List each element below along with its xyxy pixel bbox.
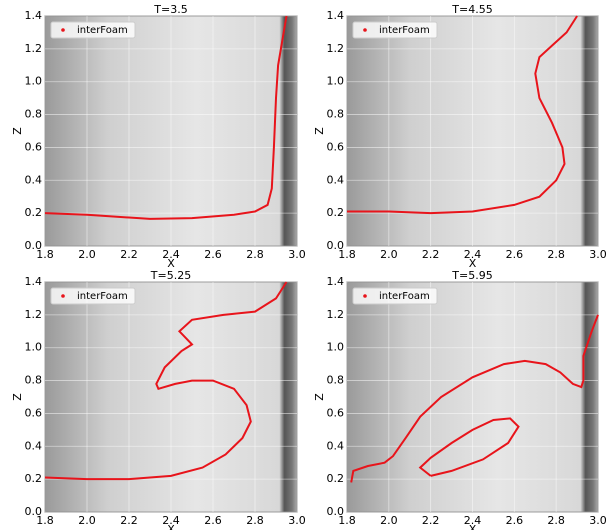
legend-box xyxy=(50,21,136,39)
legend-marker xyxy=(363,28,367,32)
y-tick-label: 0.6 xyxy=(327,406,345,419)
y-tick-label: 0.4 xyxy=(25,439,43,452)
y-axis-label: Z xyxy=(11,393,24,401)
subplot: 1.8 2.0 2.2 2.4 2.6 2.8 3.0 0.0 0.2 0.4 0.6 0.8 1.0 1… xyxy=(313,3,606,270)
x-axis-label: X xyxy=(167,257,175,270)
legend-marker xyxy=(61,28,65,32)
y-tick-label: 1.0 xyxy=(25,75,43,88)
legend-marker xyxy=(61,294,65,298)
y-tick-label: 1.0 xyxy=(25,341,43,354)
x-tick-label: 2.4 xyxy=(464,248,482,261)
x-tick-label: 2.6 xyxy=(204,248,222,261)
y-tick-label: 0.0 xyxy=(327,505,345,518)
y-tick-label: 1.4 xyxy=(327,275,345,288)
x-axis-label: X xyxy=(469,523,477,530)
y-tick-label: 0.6 xyxy=(25,406,43,419)
y-axis-label: Z xyxy=(313,393,326,401)
y-tick-label: 0.8 xyxy=(327,108,345,121)
interface-line xyxy=(350,314,599,483)
x-tick-label: 1.8 xyxy=(36,248,54,261)
y-tick-label: 0.0 xyxy=(327,239,345,252)
x-tick-label: 2.8 xyxy=(547,248,565,261)
x-axis-label: X xyxy=(167,523,175,530)
subplot: 1.8 2.0 2.2 2.4 2.6 2.8 3.0 0.0 0.2 0.4 0.6 0.8 1.0 1… xyxy=(11,3,306,270)
x-tick-label: 2.8 xyxy=(246,248,264,261)
legend-label: interFoam xyxy=(379,25,430,36)
y-axis-label: Z xyxy=(313,127,326,135)
x-tick-label: 2.8 xyxy=(547,514,565,527)
x-tick-label: 2.4 xyxy=(464,514,482,527)
legend-marker xyxy=(363,294,367,298)
legend-label: interFoam xyxy=(77,291,128,302)
y-tick-label: 1.4 xyxy=(25,9,43,22)
y-tick-label: 1.2 xyxy=(25,308,43,321)
y-tick-label: 1.0 xyxy=(327,341,345,354)
x-tick-label: 2.4 xyxy=(162,514,180,527)
subplot-title: T=5.25 xyxy=(150,269,191,282)
x-tick-label: 2.2 xyxy=(120,514,138,527)
x-tick-label: 2.6 xyxy=(506,248,524,261)
x-tick-label: 2.0 xyxy=(380,248,398,261)
y-tick-label: 1.4 xyxy=(25,275,43,288)
x-tick-label: 2.0 xyxy=(78,514,96,527)
legend-label: interFoam xyxy=(77,25,128,36)
legend-box xyxy=(352,21,438,39)
x-axis-label: X xyxy=(469,257,477,270)
x-tick-label: 3.0 xyxy=(288,514,306,527)
subplot: 1.8 2.0 2.2 2.4 2.6 2.8 3.0 0.0 0.2 0.4 0.6 0.8 1.0 1… xyxy=(313,269,606,530)
interface-line xyxy=(44,281,288,481)
y-tick-label: 0.6 xyxy=(327,140,345,153)
interface-line xyxy=(44,15,288,220)
y-tick-label: 0.4 xyxy=(25,173,43,186)
x-tick-label: 3.0 xyxy=(589,248,606,261)
y-tick-label: 0.4 xyxy=(327,173,345,186)
subplot-title: T=3.5 xyxy=(153,3,187,16)
x-tick-label: 3.0 xyxy=(589,514,606,527)
x-tick-label: 2.2 xyxy=(422,514,440,527)
x-tick-label: 1.8 xyxy=(338,514,356,527)
x-tick-label: 2.6 xyxy=(506,514,524,527)
y-tick-label: 0.2 xyxy=(25,206,43,219)
x-tick-label: 1.8 xyxy=(36,514,54,527)
y-tick-label: 0.2 xyxy=(327,472,345,485)
subplot-title: T=4.55 xyxy=(451,3,492,16)
y-tick-label: 0.4 xyxy=(327,439,345,452)
y-axis-label: Z xyxy=(11,127,24,135)
y-tick-label: 0.2 xyxy=(25,472,43,485)
y-tick-label: 1.2 xyxy=(25,42,43,55)
x-tick-label: 2.4 xyxy=(162,248,180,261)
y-tick-label: 1.2 xyxy=(327,42,345,55)
x-tick-label: 2.0 xyxy=(380,514,398,527)
x-tick-label: 2.6 xyxy=(204,514,222,527)
y-tick-label: 0.2 xyxy=(327,206,345,219)
legend-label: interFoam xyxy=(379,291,430,302)
x-tick-label: 3.0 xyxy=(288,248,306,261)
y-tick-label: 0.0 xyxy=(25,505,43,518)
x-tick-label: 2.2 xyxy=(422,248,440,261)
y-tick-label: 0.8 xyxy=(25,374,43,387)
subplot: 1.8 2.0 2.2 2.4 2.6 2.8 3.0 0.0 0.2 0.4 0.6 0.8 1.0 1… xyxy=(11,269,306,530)
legend-box xyxy=(50,287,136,305)
legend-box xyxy=(352,287,438,305)
x-tick-label: 1.8 xyxy=(338,248,356,261)
x-tick-label: 2.2 xyxy=(120,248,138,261)
y-tick-label: 0.8 xyxy=(327,374,345,387)
subplot-title: T=5.95 xyxy=(451,269,492,282)
y-tick-label: 1.4 xyxy=(327,9,345,22)
y-tick-label: 1.0 xyxy=(327,75,345,88)
x-tick-label: 2.0 xyxy=(78,248,96,261)
y-tick-label: 1.2 xyxy=(327,308,345,321)
interface-line xyxy=(347,15,578,215)
x-tick-label: 2.8 xyxy=(246,514,264,527)
y-tick-label: 0.8 xyxy=(25,108,43,121)
y-tick-label: 0.0 xyxy=(25,239,43,252)
y-tick-label: 0.6 xyxy=(25,140,43,153)
